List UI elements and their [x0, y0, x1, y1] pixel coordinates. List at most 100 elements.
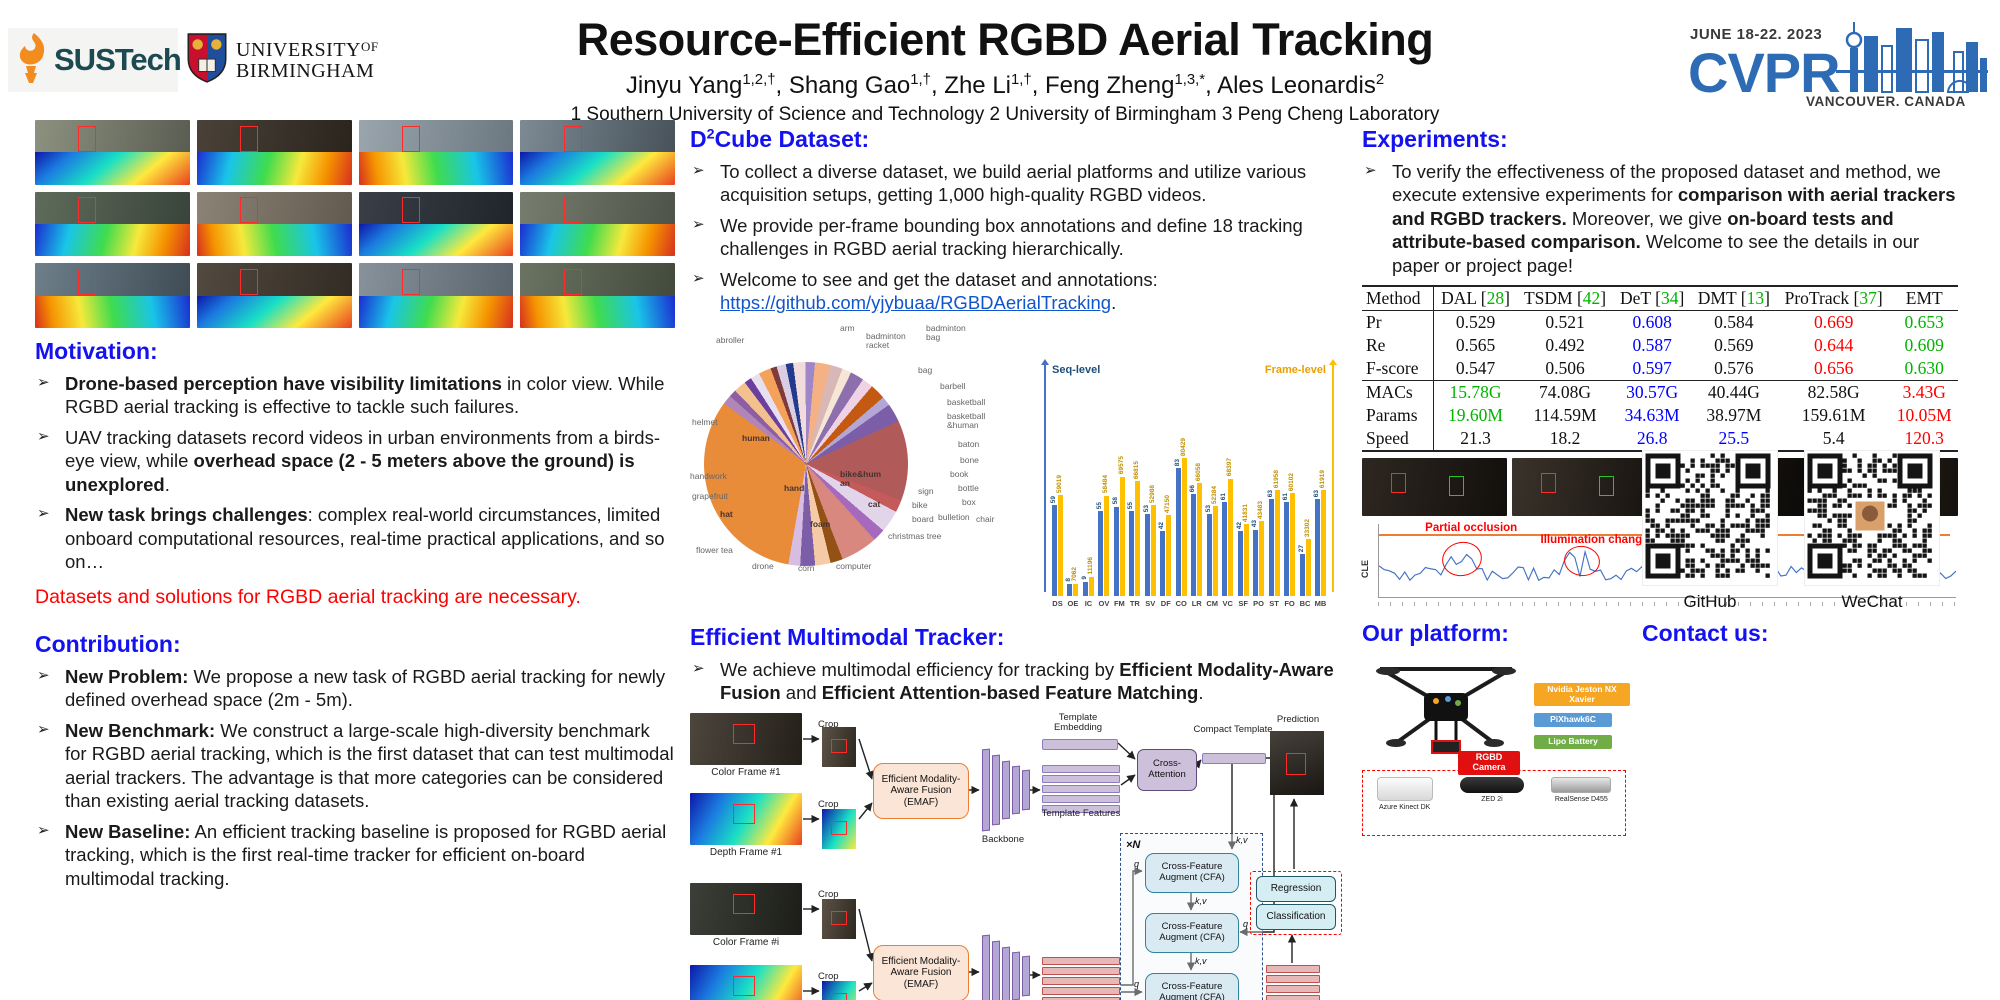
experiments-heading: Experiments:: [1362, 126, 1508, 152]
pie-label: basketball: [947, 396, 986, 407]
table-cell: 0.609: [1904, 335, 1944, 356]
birmingham-crest-icon: [186, 32, 228, 89]
drone-illustration: [1362, 655, 1532, 772]
table-cell: 0.529: [1455, 312, 1496, 333]
component-label-battery: Lipo Battery: [1534, 735, 1612, 749]
github-label: GitHub: [1683, 592, 1737, 611]
bar-pair: 61 68397 VC: [1220, 458, 1234, 608]
bar-pair: 63 61919 MB: [1312, 469, 1327, 608]
q-label: q: [1134, 858, 1140, 869]
sample-frames-grid: [35, 120, 675, 328]
camera-azure-kinect: Azure Kinect DK: [1376, 777, 1433, 811]
table-cell: 19.60M: [1448, 405, 1503, 426]
github-qr: GitHub: [1642, 450, 1778, 612]
head-red-dashed-box: [1250, 870, 1342, 935]
sustech-flame-icon: [14, 32, 48, 89]
table-cell: 30.57G: [1613, 380, 1691, 405]
azure-kinect-icon: [1376, 777, 1433, 802]
dataset-repo-link[interactable]: https://github.com/yjybuaa/RGBDAerialTra…: [720, 292, 1112, 314]
left-column: Motivation: ➢ Drone-based perception have…: [35, 120, 675, 897]
contribution-bullets: ➢ New Problem: We propose a new task of R…: [35, 665, 675, 890]
github-qr-code: [1642, 450, 1778, 586]
crop-thumb: [822, 980, 856, 1000]
table-header-tracker: ProTrack [37]: [1784, 288, 1883, 309]
pie-label: handwork: [690, 470, 727, 481]
sample-pair: [520, 120, 675, 185]
cvpr-wordmark: CVPR: [1688, 41, 1841, 104]
tracker-bullets: ➢ We achieve multimodal efficiency for tr…: [690, 658, 1338, 705]
bar-pair: 83 80429 CO: [1173, 437, 1187, 608]
wechat-qr-code: [1804, 450, 1940, 586]
table-header-method: Method: [1362, 286, 1435, 311]
annotation-illumination-change: Illumination change: [1540, 534, 1649, 547]
dataset-bullets: ➢ To collect a diverse dataset, we build …: [690, 160, 1338, 315]
color-frame-1-image: [690, 712, 802, 765]
table-header-tracker: EMT: [1905, 288, 1943, 309]
table-cell: 0.597: [1632, 358, 1672, 379]
table-cell: 40.44G: [1690, 380, 1777, 405]
dataset-heading: D2Cube Dataset:: [690, 126, 870, 152]
wechat-qr: WeChat: [1804, 450, 1940, 612]
sustech-wordmark: SUSTech: [54, 42, 182, 77]
table-cell: 114.59M: [1533, 405, 1597, 426]
pie-label: bike&hum an: [840, 468, 882, 488]
bar-pair: 66 66058 LR: [1189, 462, 1203, 608]
challenge-bar-chart: Seq-level Frame-level 59 59019 DS 8 7062 OE 9 1…: [1041, 328, 1337, 608]
classification-block: Classification: [1256, 903, 1336, 930]
pie-label: book: [950, 468, 969, 479]
sample-pair: [35, 120, 190, 185]
wechat-label: WeChat: [1841, 592, 1903, 611]
table-cell: 0.584: [1714, 312, 1754, 333]
bullet-item: ➢ To verify the effectiveness of the prop…: [1364, 161, 1956, 276]
table-cell: 10.05M: [1896, 405, 1952, 426]
pie-label: hand: [784, 482, 805, 493]
pie-label: computer: [836, 560, 872, 571]
table-cell: 120.3: [1904, 428, 1944, 449]
depth-frame-1-label: Depth Frame #1: [709, 846, 783, 858]
bar-pair: 42 41831 SF: [1235, 504, 1249, 608]
bar-pair: 55 58484 OV: [1096, 475, 1110, 608]
compact-template-bar: [1202, 752, 1266, 764]
color-frame-i-label: Color Frame #i: [712, 936, 780, 948]
tracker-heading: Efficient Multimodal Tracker:: [690, 623, 1005, 650]
zed2i-icon: [1459, 777, 1524, 794]
birmingham-wordmark: UNIVERSITYOF BIRMINGHAM: [236, 38, 379, 82]
backbone-label: Backbone: [981, 833, 1025, 845]
bullet-item: ➢ We achieve multimodal efficiency for tr…: [692, 658, 1334, 704]
poster-title: Resource-Efficient RGBD Aerial Tracking: [576, 14, 1434, 65]
table-cell: 0.521: [1545, 312, 1585, 333]
pie-label: arm: [840, 322, 855, 333]
table-row: Re 0.565 0.492 0.587 0.569 0.644 0.609: [1362, 334, 1958, 358]
crop-thumb: [822, 808, 856, 849]
emaf-block-search: Efficient Modality-Aware Fusion (EMAF): [873, 944, 969, 1000]
table-row: Pr 0.529 0.521 0.608 0.584 0.669 0.653: [1362, 310, 1958, 335]
table-cell: 34.63M: [1624, 405, 1680, 426]
table-cell: 0.576: [1714, 358, 1754, 379]
pie-label: bottle: [958, 482, 979, 493]
emaf-block-template: Efficient Modality-Aware Fusion (EMAF): [873, 762, 969, 819]
onboard-frame: [1512, 458, 1658, 517]
crop-label: Crop: [818, 718, 839, 730]
pie-label: badminton racket: [866, 330, 906, 350]
table-header-tracker: DMT [13]: [1697, 288, 1770, 309]
table-cell: 0.630: [1904, 358, 1944, 379]
table-row: Speed 21.3 18.2 26.8 25.5 5.4 120.3: [1362, 427, 1958, 452]
table-cell: 0.644: [1813, 335, 1854, 356]
crop-label: Crop: [818, 888, 839, 900]
table-cell: 0.587: [1632, 335, 1672, 356]
color-frame-i-image: [690, 882, 802, 935]
diagram-connectors: [803, 734, 1299, 997]
motivation-heading: Motivation:: [35, 338, 158, 364]
category-pie-chart: [704, 361, 908, 566]
kv-label: k,v: [1195, 955, 1207, 966]
kv-label: k,v: [1236, 834, 1248, 845]
table-cell: 0.653: [1904, 312, 1944, 333]
bar-pair: 63 61958 ST: [1266, 469, 1280, 608]
contact-qr-row: GitHub WeChat: [1642, 450, 1940, 612]
pie-label: badminton bag: [926, 322, 966, 342]
table-cell: 0.656: [1813, 358, 1854, 379]
regression-block: Regression: [1256, 875, 1336, 902]
bullet-item: ➢ New task brings challenges: complex rea…: [37, 504, 665, 573]
motivation-bullets: ➢ Drone-based perception have visibility …: [35, 372, 675, 574]
template-features-label: Template Features: [1041, 807, 1121, 819]
